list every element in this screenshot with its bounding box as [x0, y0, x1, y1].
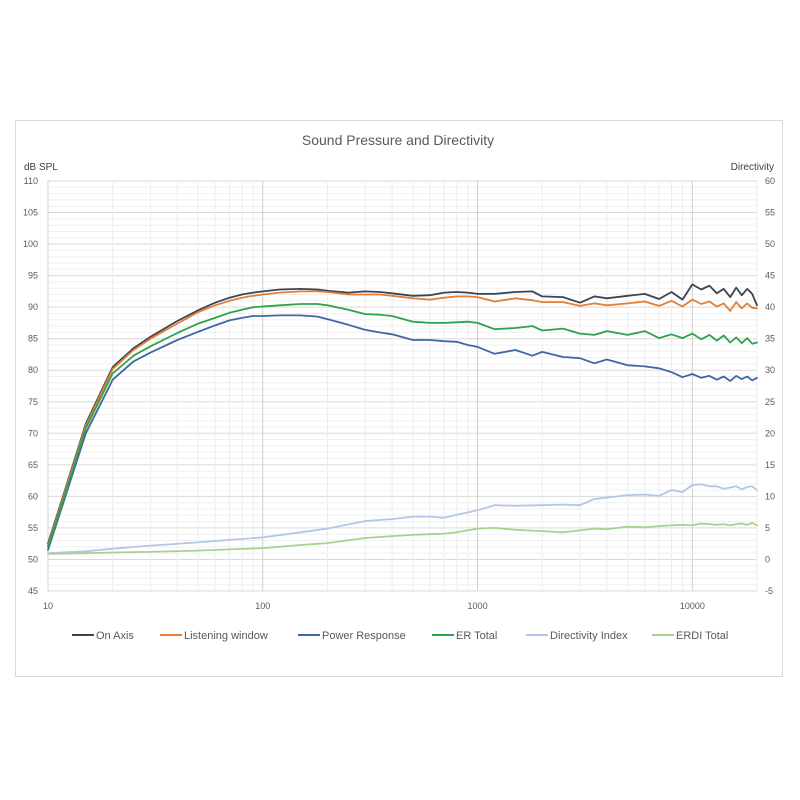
y-tick-label: 105 — [23, 208, 38, 218]
y-tick-label: 70 — [28, 428, 38, 438]
y2-tick-label: 15 — [765, 460, 775, 470]
legend-item: ER Total — [432, 630, 497, 642]
y-tick-label: 80 — [28, 365, 38, 375]
y2-tick-label: 20 — [765, 428, 775, 438]
chart-title: Sound Pressure and Directivity — [302, 132, 494, 148]
y-tick-label: 65 — [28, 460, 38, 470]
y-tick-label: 60 — [28, 491, 38, 501]
legend-item: Power Response — [298, 630, 406, 642]
y2-tick-label: 5 — [765, 523, 770, 533]
legend-label: On Axis — [96, 630, 134, 642]
y-tick-label: 75 — [28, 397, 38, 407]
legend-item: On Axis — [72, 630, 134, 642]
y2-tick-label: 50 — [765, 239, 775, 249]
x-tick-label: 100 — [255, 601, 270, 611]
y-axis-title: dB SPL — [24, 162, 58, 173]
series-line-er-total — [47, 303, 758, 548]
grid — [47, 180, 758, 592]
y-tick-label: 85 — [28, 334, 38, 344]
legend-label: ERDI Total — [676, 630, 728, 642]
y-tick-label: 90 — [28, 302, 38, 312]
legend: On Axis Listening window Power Response ER … — [72, 630, 728, 642]
series-line-on-axis — [47, 283, 758, 545]
y2-tick-label: 40 — [765, 302, 775, 312]
legend-item: ERDI Total — [652, 630, 728, 642]
series-line-directivity-index — [47, 483, 758, 555]
y-tick-label: 100 — [23, 239, 38, 249]
legend-label: Power Response — [322, 630, 406, 642]
y2-axis-title: Directivity — [731, 162, 774, 173]
y2-tick-label: 30 — [765, 365, 775, 375]
y2-tick-label: 45 — [765, 271, 775, 281]
x-tick-label: 10000 — [680, 601, 705, 611]
legend-label: Directivity Index — [550, 630, 628, 642]
y-tick-label: 45 — [28, 586, 38, 596]
y2-tick-label: -5 — [765, 586, 773, 596]
y-tick-label: 110 — [24, 176, 38, 186]
series-layer — [47, 283, 758, 555]
series-line-listening-window — [47, 290, 758, 547]
series-line-power-response — [47, 314, 758, 551]
y2-tick-label: 55 — [765, 208, 775, 218]
legend-label: ER Total — [456, 630, 497, 642]
y2-tick-label: 10 — [765, 491, 775, 501]
legend-item: Listening window — [160, 630, 268, 642]
y2-tick-label: 25 — [765, 397, 775, 407]
y2-tick-label: 60 — [765, 176, 775, 186]
series-line-erdi-total — [47, 522, 758, 555]
y-tick-label: 95 — [28, 271, 38, 281]
y-tick-label: 55 — [28, 523, 38, 533]
axis-ticks: 45 50 55 60 65 70 75 80 85 90 95 100 105 110 -5 0 5 10 15 2… — [23, 176, 775, 611]
legend-item: Directivity Index — [526, 630, 628, 642]
y2-tick-label: 0 — [765, 554, 770, 564]
y2-tick-label: 35 — [765, 334, 775, 344]
legend-label: Listening window — [184, 630, 268, 642]
y-tick-label: 50 — [28, 554, 38, 564]
x-tick-label: 10 — [43, 601, 53, 611]
x-tick-label: 1000 — [468, 601, 488, 611]
